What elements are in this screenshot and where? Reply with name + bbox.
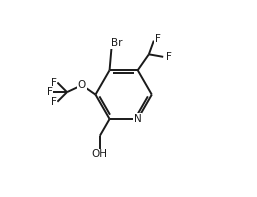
Text: N: N: [134, 114, 142, 124]
Text: F: F: [51, 77, 57, 87]
Text: F: F: [166, 52, 172, 62]
Text: Br: Br: [111, 38, 122, 48]
Text: F: F: [47, 87, 52, 97]
Text: F: F: [51, 97, 57, 107]
Text: F: F: [155, 34, 161, 44]
Text: OH: OH: [92, 149, 108, 159]
Text: O: O: [78, 80, 86, 90]
